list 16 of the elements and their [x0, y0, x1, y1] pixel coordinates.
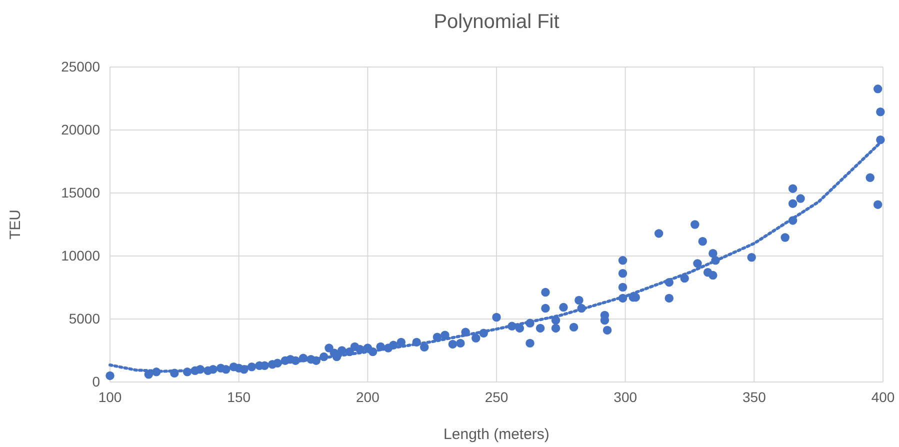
x-tick-label: 100	[98, 388, 122, 405]
x-tick-label: 250	[484, 388, 508, 405]
x-tick-label: 150	[227, 388, 251, 405]
y-tick-label: 5000	[68, 310, 100, 326]
y-tick-label: 0	[92, 373, 100, 390]
x-axis-title: Length (meters)	[444, 426, 550, 443]
x-tick-label: 300	[614, 388, 638, 405]
x-tick-label: 400	[871, 388, 895, 405]
y-tick-label: 15000	[61, 184, 100, 200]
y-tick-label: 10000	[61, 247, 100, 264]
x-tick-label: 350	[742, 388, 766, 405]
y-tick-label: 20000	[61, 121, 100, 138]
y-axis-title: TEU	[7, 210, 24, 240]
x-tick-label: 200	[356, 388, 380, 405]
chart-title: Polynomial Fit	[434, 11, 560, 33]
y-tick-label: 25000	[61, 58, 100, 74]
